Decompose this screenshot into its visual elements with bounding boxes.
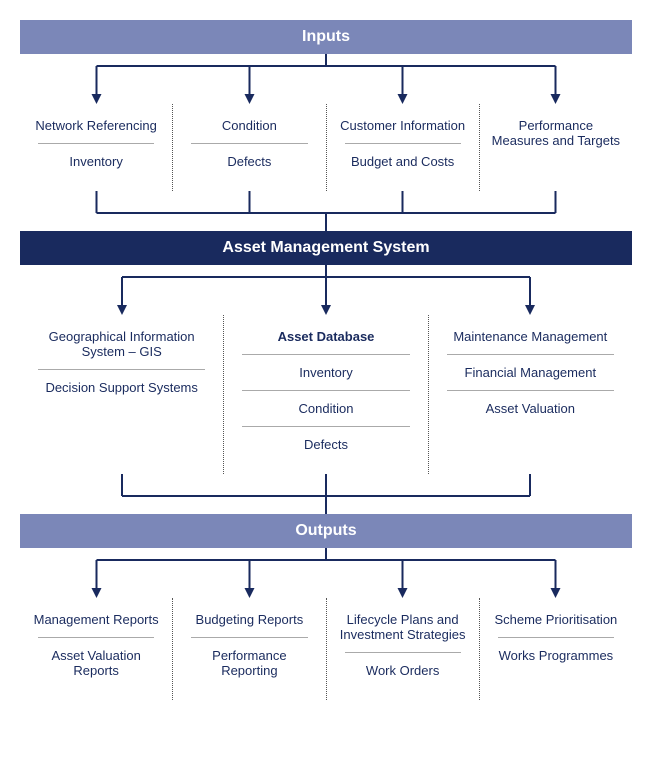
- item-divider: [447, 354, 614, 355]
- item-divider: [242, 390, 409, 391]
- column: Scheme Prioritisation Works Programmes: [479, 598, 632, 700]
- column-item: Asset Valuation: [437, 393, 624, 424]
- column-item: Geographical Information System – GIS: [28, 321, 215, 367]
- section-band: Outputs: [20, 514, 632, 548]
- item-divider: [38, 143, 154, 144]
- section-columns: Management Reports Asset Valuation Report…: [20, 598, 632, 700]
- item-divider: [345, 143, 461, 144]
- section-columns: Geographical Information System – GIS Dec…: [20, 315, 632, 474]
- column: Lifecycle Plans and Investment Strategie…: [326, 598, 479, 700]
- column: Network Referencing Inventory: [20, 104, 172, 191]
- fanout-connector: [20, 548, 632, 598]
- collect-connector: [20, 474, 632, 514]
- item-divider: [345, 652, 461, 653]
- column: Customer Information Budget and Costs: [326, 104, 479, 191]
- column-item: Financial Management: [437, 357, 624, 388]
- column-item: Condition: [181, 110, 317, 141]
- column: Asset Database Inventory Condition Defects: [223, 315, 427, 474]
- column-item: Work Orders: [335, 655, 471, 686]
- column-item: Decision Support Systems: [28, 372, 215, 403]
- column-item: Defects: [181, 146, 317, 177]
- column: Geographical Information System – GIS Dec…: [20, 315, 223, 474]
- column-item: Network Referencing: [28, 110, 164, 141]
- fanout-connector: [20, 265, 632, 315]
- column: Condition Defects: [172, 104, 325, 191]
- column-item: Maintenance Management: [437, 321, 624, 352]
- item-divider: [38, 637, 154, 638]
- item-divider: [242, 354, 409, 355]
- item-divider: [242, 426, 409, 427]
- section-columns: Network Referencing Inventory Condition Def…: [20, 104, 632, 191]
- section-band: Inputs: [20, 20, 632, 54]
- column-item: Inventory: [232, 357, 419, 388]
- column-item: Asset Valuation Reports: [28, 640, 164, 686]
- column: Budgeting Reports Performance Reporting: [172, 598, 325, 700]
- section-band: Asset Management System: [20, 231, 632, 265]
- column-item: Works Programmes: [488, 640, 624, 671]
- column-item: Asset Database: [232, 321, 419, 352]
- asset-management-flowchart: Inputs Network Referencing Inventory Condit…: [20, 20, 632, 700]
- item-divider: [38, 369, 205, 370]
- column-item: Scheme Prioritisation: [488, 604, 624, 635]
- column: Performance Measures and Targets: [479, 104, 632, 191]
- item-divider: [191, 143, 307, 144]
- item-divider: [498, 637, 614, 638]
- column: Maintenance Management Financial Manageme…: [428, 315, 632, 474]
- column-item: Performance Measures and Targets: [488, 110, 624, 156]
- column-item: Management Reports: [28, 604, 164, 635]
- column-item: Inventory: [28, 146, 164, 177]
- item-divider: [447, 390, 614, 391]
- column-item: Customer Information: [335, 110, 471, 141]
- item-divider: [191, 637, 307, 638]
- fanout-connector: [20, 54, 632, 104]
- collect-connector: [20, 191, 632, 231]
- column-item: Condition: [232, 393, 419, 424]
- column-item: Lifecycle Plans and Investment Strategie…: [335, 604, 471, 650]
- column-item: Defects: [232, 429, 419, 460]
- column-item: Budget and Costs: [335, 146, 471, 177]
- column: Management Reports Asset Valuation Report…: [20, 598, 172, 700]
- column-item: Performance Reporting: [181, 640, 317, 686]
- column-item: Budgeting Reports: [181, 604, 317, 635]
